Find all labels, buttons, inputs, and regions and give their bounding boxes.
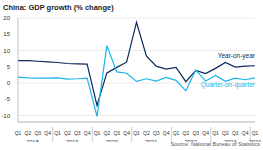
- svg-text:2020: 2020: [105, 139, 117, 142]
- svg-text:Q4: Q4: [123, 130, 130, 136]
- svg-text:Q3: Q3: [153, 130, 160, 136]
- svg-text:10: 10: [8, 48, 11, 54]
- svg-text:Q1: Q1: [212, 130, 219, 136]
- svg-text:Q1: Q1: [94, 130, 101, 136]
- svg-text:Q2: Q2: [104, 130, 111, 136]
- svg-text:Year-on-year: Year-on-year: [218, 52, 255, 60]
- svg-text:Q2: Q2: [64, 130, 71, 136]
- html-text:China: GDP growth (% change): China: GDP growth (% change): [3, 3, 114, 12]
- svg-text:Q2: Q2: [143, 130, 150, 136]
- svg-text:Q4: Q4: [44, 130, 51, 136]
- svg-text:Quarter-on-quarter: Quarter-on-quarter: [201, 81, 255, 89]
- svg-text:20: 20: [8, 15, 11, 21]
- svg-text:Q3: Q3: [34, 130, 41, 136]
- svg-text:Q4: Q4: [202, 130, 209, 136]
- svg-text:Q1: Q1: [15, 130, 22, 136]
- svg-text:Q2: Q2: [183, 130, 190, 136]
- svg-text:-5: -5: [8, 96, 11, 102]
- svg-text:15: 15: [8, 31, 11, 37]
- svg-text:Q4: Q4: [84, 130, 91, 136]
- svg-text:Q1: Q1: [173, 130, 180, 136]
- svg-text:-10: -10: [8, 113, 11, 119]
- svg-text:Q1: Q1: [133, 130, 140, 136]
- svg-text:2021: 2021: [145, 139, 157, 142]
- svg-text:0: 0: [8, 80, 11, 86]
- html-text:Source: National Bureau of Sta: Source: National Bureau of Statistics: [170, 141, 260, 147]
- svg-text:Q2: Q2: [222, 130, 229, 136]
- svg-text:Q3: Q3: [113, 130, 120, 136]
- svg-text:Q3: Q3: [192, 130, 199, 136]
- svg-text:Q2: Q2: [25, 130, 32, 136]
- svg-text:Q1: Q1: [252, 130, 255, 136]
- svg-text:Q1: Q1: [54, 130, 61, 136]
- svg-text:Q3: Q3: [232, 130, 239, 136]
- svg-text:Q3: Q3: [74, 130, 81, 136]
- svg-text:5: 5: [8, 64, 11, 70]
- svg-text:2018: 2018: [26, 139, 38, 142]
- svg-text:2019: 2019: [66, 139, 78, 142]
- svg-text:Q4: Q4: [242, 130, 249, 136]
- svg-text:Q4: Q4: [163, 130, 170, 136]
